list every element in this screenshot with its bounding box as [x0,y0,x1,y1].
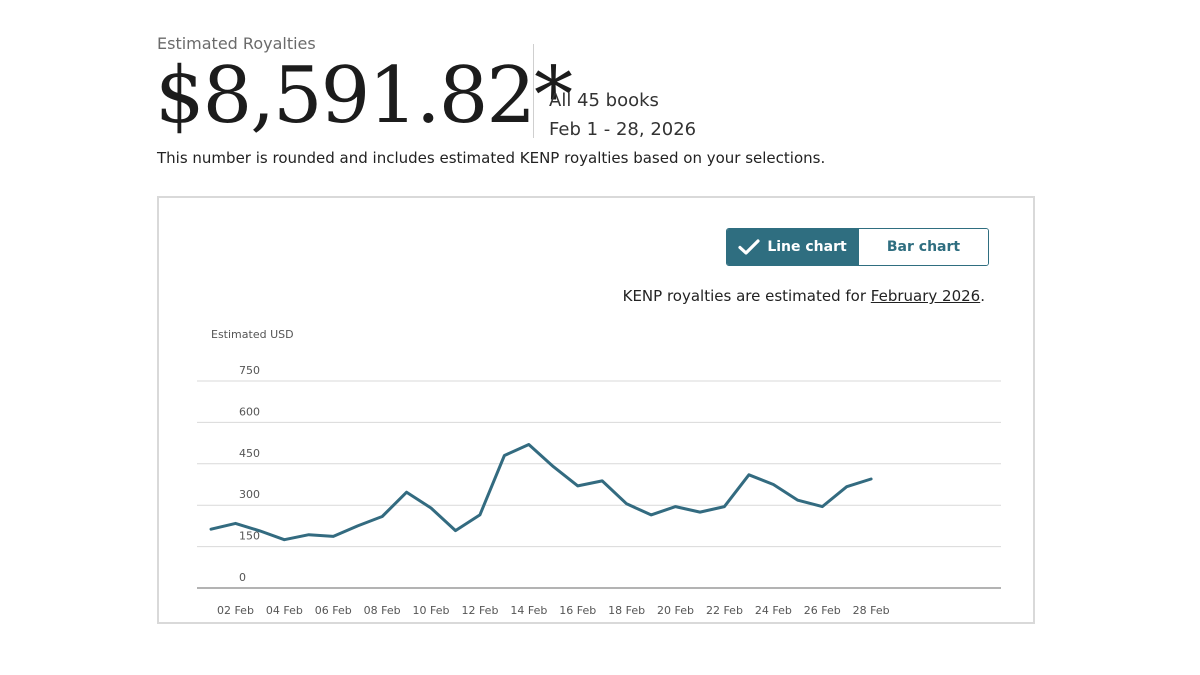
y-tick-label: 450 [239,447,260,460]
royalties-amount: $8,591.82* [155,51,573,141]
y-tick-label: 0 [239,571,246,584]
x-tick-label: 06 Feb [315,604,352,617]
y-tick-label: 600 [239,405,260,418]
x-tick-label: 28 Feb [853,604,890,617]
rounding-note: This number is rounded and includes esti… [157,149,826,167]
y-tick-label: 750 [239,364,260,377]
x-tick-label: 20 Feb [657,604,694,617]
y-tick-label: 150 [239,530,260,543]
chart-type-toggle: Line chart Bar chart [726,228,989,266]
x-tick-label: 04 Feb [266,604,303,617]
estimated-royalties-label: Estimated Royalties [157,34,316,53]
y-axis-label: Estimated USD [211,328,294,341]
header-meta: All 45 books Feb 1 - 28, 2026 [549,86,696,144]
header-divider [533,44,534,138]
x-tick-label: 12 Feb [461,604,498,617]
kenp-note-prefix: KENP royalties are estimated for [622,287,871,305]
kenp-month-link[interactable]: February 2026 [870,287,981,305]
x-tick-label: 02 Feb [217,604,254,617]
line-chart-label: Line chart [767,239,847,255]
x-tick-label: 14 Feb [510,604,547,617]
bar-chart-label: Bar chart [886,239,961,255]
y-tick-label: 300 [239,488,260,501]
x-tick-label: 26 Feb [804,604,841,617]
x-tick-label: 22 Feb [706,604,743,617]
x-tick-label: 24 Feb [755,604,792,617]
royalties-line-chart: Estimated USD 0 150 300 450 600 750 02 Feb 04 Fe… [197,328,1001,617]
kenp-note: KENP royalties are estimated for Februar… [623,287,985,305]
bar-chart-button[interactable]: Bar chart [858,229,988,265]
line-chart-button[interactable]: Line chart [727,229,858,265]
royalties-series-line [209,443,873,542]
books-count: All 45 books [549,90,659,111]
x-tick-label: 10 Feb [413,604,450,617]
x-tick-label: 08 Feb [364,604,401,617]
date-range: Feb 1 - 28, 2026 [549,119,697,140]
x-tick-label: 16 Feb [559,604,596,617]
chart-card: Line chart Bar chart KENP royalties are … [157,196,1035,624]
checkmark-icon [738,239,760,255]
x-tick-label: 18 Feb [608,604,645,617]
kenp-note-suffix: . [980,287,985,305]
